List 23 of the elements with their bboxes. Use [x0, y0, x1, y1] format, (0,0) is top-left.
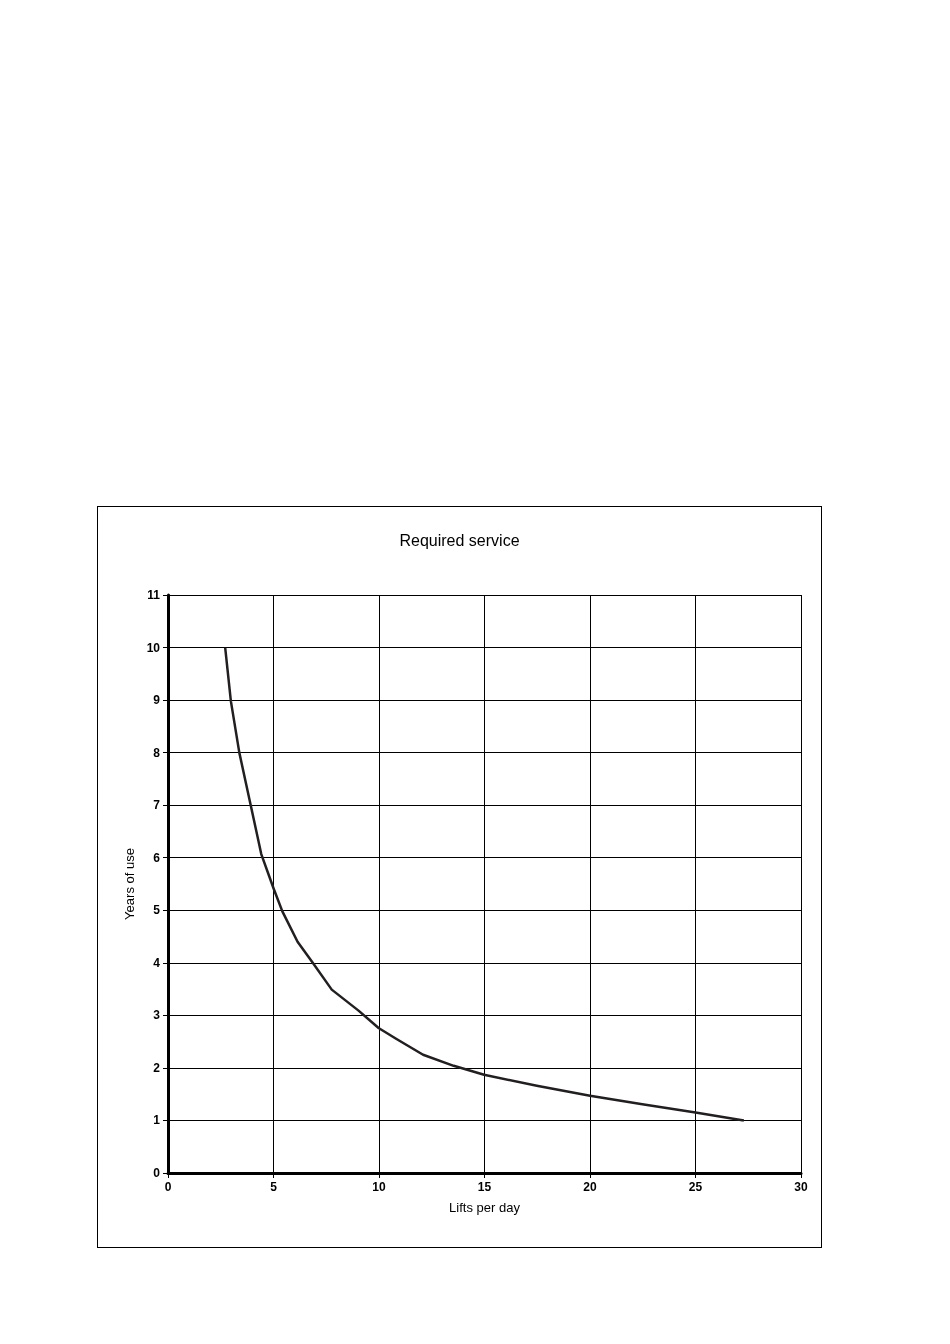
y-tick-label: 3: [153, 1008, 161, 1023]
x-tick-label: 5: [270, 1180, 278, 1194]
y-tick-label: 1: [153, 1113, 161, 1128]
y-axis-title: Years of use: [121, 848, 137, 920]
y-tick-label: 0: [153, 1166, 161, 1180]
chart-title: Required service: [399, 531, 520, 549]
y-tick-label: 5: [153, 903, 161, 918]
x-tick-label: 30: [794, 1180, 808, 1194]
x-tick-label: 20: [583, 1180, 597, 1194]
y-tick-label: 7: [153, 798, 161, 813]
x-tick-label: 25: [688, 1180, 703, 1194]
line-series: [223, 646, 746, 1122]
y-tick-label: 8: [153, 745, 161, 760]
x-axis-title: Lifts per day: [449, 1200, 521, 1215]
x-tick-label: 0: [164, 1180, 172, 1194]
y-tick-label: 9: [153, 693, 161, 708]
y-tick-label: 4: [153, 955, 161, 970]
x-tick-label: 10: [372, 1180, 386, 1194]
y-tick-label: 10: [146, 640, 161, 655]
x-tick-label: 15: [477, 1180, 492, 1194]
y-tick-label: 2: [153, 1060, 161, 1075]
y-tick-label: 6: [153, 850, 161, 865]
y-tick-label: 11: [147, 588, 161, 602]
